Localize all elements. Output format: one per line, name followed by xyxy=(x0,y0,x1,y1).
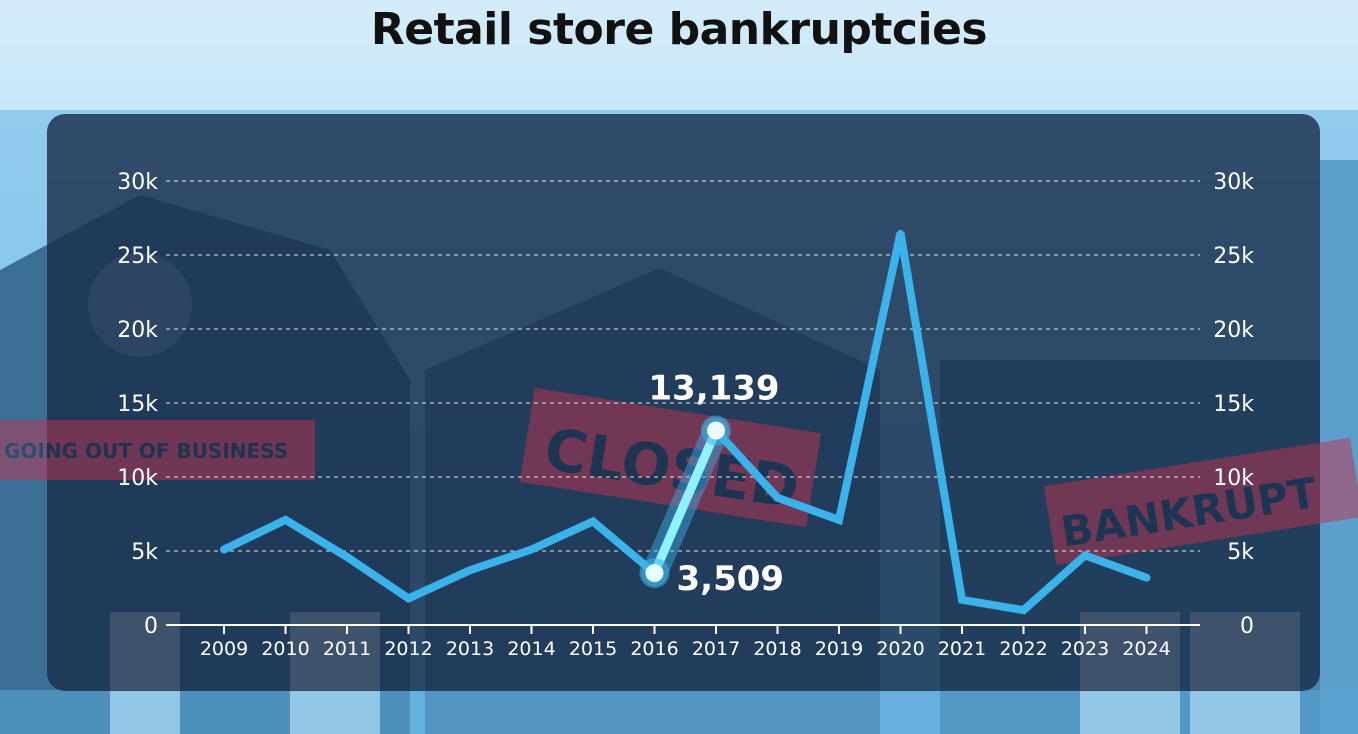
x-tick-label: 2019 xyxy=(815,638,863,660)
chart-title: Retail store bankruptcies xyxy=(370,4,988,55)
y-tick-label-left: 30k xyxy=(117,170,158,195)
y-tick-label-left: 10k xyxy=(117,466,158,491)
data-point xyxy=(897,229,904,236)
x-tick-label: 2014 xyxy=(507,638,555,660)
data-point xyxy=(959,596,965,603)
x-tick-label: 2011 xyxy=(323,638,371,660)
y-tick-label-left: 25k xyxy=(117,244,158,269)
y-tick-label-right: 10k xyxy=(1213,466,1254,491)
data-point xyxy=(1082,552,1088,559)
y-tick-label-right: 25k xyxy=(1213,244,1254,269)
data-point xyxy=(221,546,227,553)
data-point xyxy=(282,516,289,523)
x-tick-label: 2022 xyxy=(999,638,1047,660)
y-tick-label-right: 5k xyxy=(1227,540,1254,565)
data-label: 13,139 xyxy=(648,369,779,409)
highlight-marker xyxy=(707,421,725,440)
x-tick-label: 2015 xyxy=(569,638,617,660)
x-tick-label: 2020 xyxy=(876,638,924,660)
y-tick-label-right: 15k xyxy=(1213,392,1254,417)
data-point xyxy=(405,595,412,602)
y-tick-label-right: 20k xyxy=(1213,318,1254,343)
x-tick-label: 2010 xyxy=(261,638,309,660)
data-point xyxy=(344,553,350,560)
x-tick-label: 2023 xyxy=(1061,638,1109,660)
data-point xyxy=(1020,607,1027,614)
x-tick-label: 2012 xyxy=(384,638,432,660)
data-point xyxy=(467,567,473,574)
y-tick-label-left: 20k xyxy=(117,318,158,343)
highlight-segment xyxy=(650,426,721,578)
x-tick-label: 2009 xyxy=(200,638,248,660)
data-point xyxy=(1143,574,1150,581)
x-tick-label: 2016 xyxy=(630,638,678,660)
data-label: 3,509 xyxy=(677,559,785,599)
y-tick-label-right: 30k xyxy=(1213,170,1254,195)
chart-panel xyxy=(47,114,1320,691)
y-tick-label-right: 0 xyxy=(1240,614,1254,639)
going-out-sign-text: GOING OUT OF BUSINESS xyxy=(4,439,288,463)
y-tick-label-left: 15k xyxy=(117,392,158,417)
y-tick-label-left: 5k xyxy=(131,540,158,565)
data-point xyxy=(836,516,842,523)
y-tick-label-left: 0 xyxy=(144,614,158,639)
data-point xyxy=(528,546,535,553)
x-tick-label: 2013 xyxy=(446,638,494,660)
x-tick-label: 2021 xyxy=(938,638,986,660)
x-tick-label: 2018 xyxy=(753,638,801,660)
data-point xyxy=(590,518,596,525)
x-tick-label: 2017 xyxy=(692,638,740,660)
going-out-sign: GOING OUT OF BUSINESS xyxy=(0,420,315,480)
highlight-marker xyxy=(645,564,664,583)
x-tick-label: 2024 xyxy=(1122,638,1170,660)
data-point xyxy=(774,494,781,501)
